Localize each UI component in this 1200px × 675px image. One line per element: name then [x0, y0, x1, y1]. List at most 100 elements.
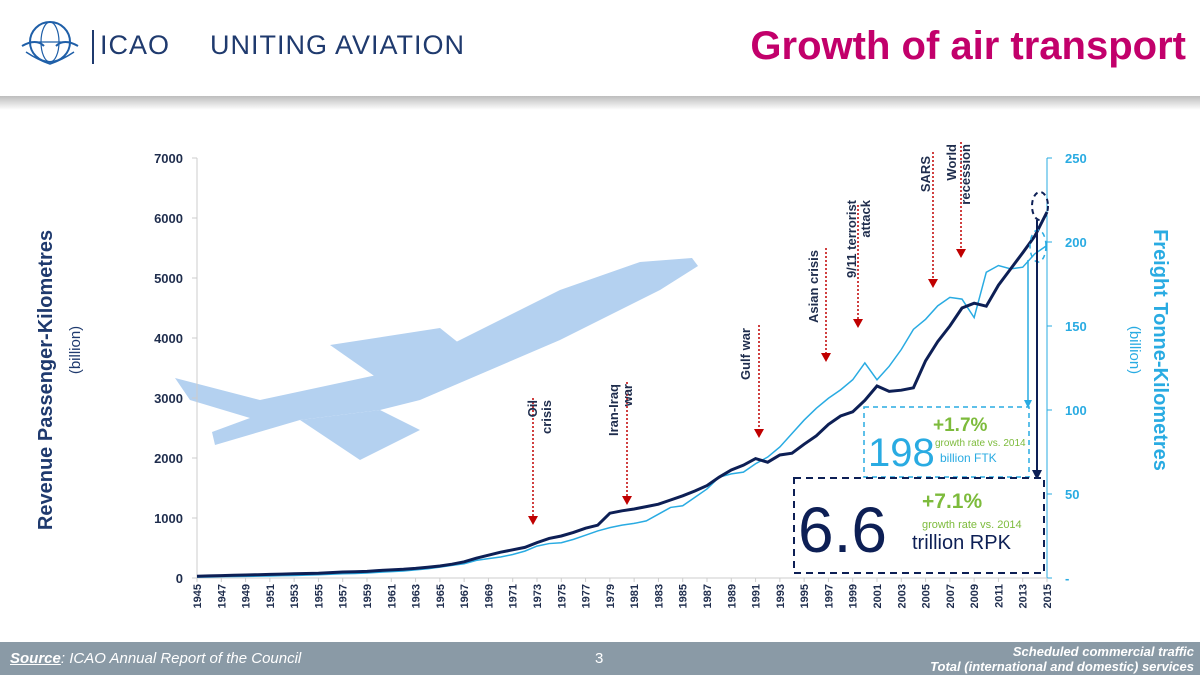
source-label: Source [10, 650, 61, 667]
x-tick-label: 1973 [532, 584, 544, 608]
event-arrow-head [956, 249, 966, 258]
rpk-callout-box [793, 477, 1045, 574]
x-tick-label: 1949 [241, 584, 253, 608]
org-name-text: ICAO [100, 30, 171, 60]
y2-axis-ticks: - 50 100 150 200 250 [1047, 151, 1087, 586]
growth-chart: 0 1000 2000 3000 4000 5000 6000 7000 - 50 100 150 2… [35, 142, 1171, 608]
event-label-line: Iran-Iraq [606, 384, 621, 436]
rpk-callout-growth: +7.1% [922, 490, 982, 513]
rpk-callout-growth-note: growth rate vs. 2014 [922, 519, 1022, 531]
traffic-note: Scheduled commercial traffic Total (inte… [930, 644, 1194, 674]
x-tick-label: 1969 [483, 584, 495, 608]
x-tick-label: 1947 [216, 584, 228, 608]
x-axis-ticks: 1945 1947 1949 1951 1953 1955 1957 1959 1961 1963… [192, 578, 1054, 608]
x-tick-label: 1945 [192, 584, 204, 608]
event-label-line: war [620, 384, 635, 407]
series-line-ftk [196, 244, 1048, 578]
page-number: 3 [595, 650, 604, 667]
y-tick-label: 4000 [154, 331, 183, 346]
y2-axis-title: Freight Tonne-Kilometres [1149, 229, 1171, 471]
y-tick-label: 6000 [154, 211, 183, 226]
source-text: : ICAO Annual Report of the Council [60, 650, 302, 667]
traffic-note-line1: Scheduled commercial traffic [1012, 644, 1194, 659]
x-tick-label: 2001 [872, 584, 884, 608]
event-label: Asian crisis [806, 250, 821, 323]
y-tick-label: 0 [176, 571, 183, 586]
event-label: Worldrecession [944, 144, 973, 205]
x-tick-label: 1963 [411, 584, 423, 608]
ftk-callout-unit: billion FTK [940, 451, 997, 465]
x-tick-label: 1957 [338, 584, 350, 608]
y-tick-label: 1000 [154, 511, 183, 526]
event-label: SARS [918, 156, 933, 192]
x-tick-label: 1953 [289, 584, 301, 608]
ftk-pointer-head [1024, 400, 1032, 408]
x-tick-label: 2005 [921, 584, 933, 608]
event-label-line: Oil [525, 400, 540, 417]
event-label: 9/11 terroristattack [844, 199, 873, 278]
x-tick-label: 2007 [945, 584, 957, 608]
x-tick-label: 1951 [265, 584, 277, 608]
rpk-endpoint-highlight [1031, 191, 1049, 221]
x-tick-label: 1985 [678, 584, 690, 608]
y-tick-label: 7000 [154, 151, 183, 166]
x-tick-label: 1987 [702, 584, 714, 608]
x-tick-label: 1997 [823, 584, 835, 608]
slide-footer: Source: ICAO Annual Report of the Counci… [0, 642, 1200, 675]
rpk-callout-value: 6.6 [798, 494, 887, 566]
event-label-line: recession [958, 144, 973, 205]
x-tick-label: 1971 [508, 584, 520, 608]
y2-tick-label: 250 [1065, 151, 1087, 166]
event-label: Oilcrisis [525, 400, 554, 434]
x-tick-label: 1983 [653, 584, 665, 608]
source-note: Source: ICAO Annual Report of the Counci… [10, 650, 301, 667]
x-tick-label: 1981 [629, 584, 641, 608]
y-tick-label: 3000 [154, 391, 183, 406]
slide-header: ICAO UNITING AVIATION Growth of air tran… [0, 0, 1200, 98]
org-name: ICAO [92, 30, 170, 61]
y2-tick-label: 150 [1065, 319, 1087, 334]
x-tick-label: 1999 [848, 584, 860, 608]
x-tick-label: 1959 [362, 584, 374, 608]
event-label: Gulf war [738, 328, 753, 380]
x-tick-label: 1961 [386, 584, 398, 608]
event-label-line: attack [858, 199, 873, 237]
ftk-callout-growth-note: growth rate vs. 2014 [935, 438, 1026, 449]
event-arrow-head [821, 353, 831, 362]
airplane-icon [175, 258, 698, 460]
event-label: Iran-Iraqwar [606, 384, 635, 436]
y-tick-label: 5000 [154, 271, 183, 286]
x-tick-label: 1991 [751, 584, 763, 608]
slide-title: Growth of air transport [750, 24, 1186, 68]
y-tick-label: 2000 [154, 451, 183, 466]
x-tick-label: 1979 [605, 584, 617, 608]
y-axis-title: Revenue Passenger-Kilometres [35, 230, 57, 530]
event-label-line: World [944, 144, 959, 181]
event-arrow-head [754, 429, 764, 438]
event-label-line: crisis [539, 400, 554, 434]
x-tick-label: 1993 [775, 584, 787, 608]
y-axis-subtitle: (billion) [67, 326, 84, 374]
x-tick-label: 2011 [993, 584, 1005, 608]
x-tick-label: 1965 [435, 584, 447, 608]
x-tick-label: 1975 [556, 584, 568, 608]
event-arrow-head [853, 319, 863, 328]
event-annotations: Oilcrisis Iran-Iraqwar Gulf war Asian crisi… [525, 142, 973, 525]
y2-tick-label: 50 [1065, 487, 1079, 502]
x-tick-label: 2009 [969, 584, 981, 608]
header-shadow [0, 96, 1200, 110]
event-arrow-head [928, 279, 938, 288]
y2-tick-label: - [1065, 571, 1069, 586]
traffic-note-line2: Total (international and domestic) servi… [930, 659, 1194, 674]
x-tick-label: 1955 [313, 584, 325, 608]
x-tick-label: 2015 [1042, 584, 1054, 608]
y-axis-ticks: 0 1000 2000 3000 4000 5000 6000 7000 [154, 151, 197, 586]
x-tick-label: 1995 [799, 584, 811, 608]
rpk-pointer-head [1032, 470, 1042, 480]
rpk-callout-unit: trillion RPK [912, 532, 1012, 554]
ftk-callout-box [863, 406, 1030, 478]
x-tick-label: 1989 [726, 584, 738, 608]
icao-emblem-icon [21, 21, 79, 65]
x-tick-label: 1977 [581, 584, 593, 608]
logo-divider [92, 30, 94, 64]
